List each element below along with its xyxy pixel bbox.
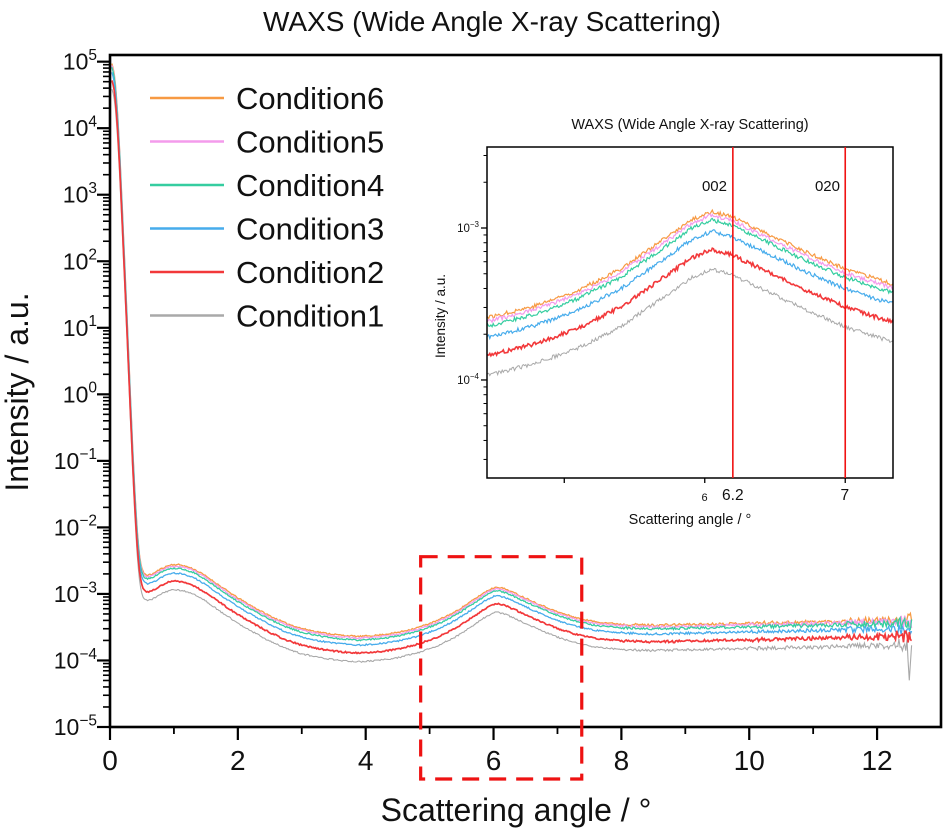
y-tick-label: 10−4 xyxy=(54,646,98,674)
ref-line-tick-label-7: 7 xyxy=(840,487,849,504)
series-curve-condition4 xyxy=(111,67,913,642)
series-curve-condition6 xyxy=(111,63,913,638)
inset-plot: 10−3 10−4 xyxy=(457,146,894,483)
x-tick-label: 10 xyxy=(734,745,765,776)
inset-y-tick-label: 10−4 xyxy=(457,372,479,387)
legend-label-condition5: Condition5 xyxy=(236,125,384,160)
x-axis-title: Scattering angle / ° xyxy=(381,792,652,828)
inset-frame xyxy=(486,146,894,479)
y-tick-label: 10−1 xyxy=(54,446,97,474)
main-series-curves xyxy=(111,63,913,681)
inset-title: WAXS (Wide Angle X-ray Scattering) xyxy=(571,117,808,133)
inset-series-curve-condition1 xyxy=(487,267,893,377)
legend: Condition6 Condition5 Condition4 Condition3… xyxy=(150,81,384,334)
y-tick-label: 104 xyxy=(63,114,98,142)
x-tick-label: 8 xyxy=(614,745,630,776)
legend-label-condition1: Condition1 xyxy=(236,299,384,334)
inset-series-curve-condition3 xyxy=(487,229,893,341)
inset-x-axis-title: Scattering angle / ° xyxy=(629,512,752,528)
main-plot-frame xyxy=(108,53,943,729)
series-curve-condition5 xyxy=(111,65,913,640)
inset-series-curve-condition2 xyxy=(487,247,893,358)
ref-line-tick-label-6-2: 6.2 xyxy=(722,487,744,504)
inset-y-axis-title: Intensity / a.u. xyxy=(433,274,448,358)
y-tick-label: 103 xyxy=(63,180,97,208)
x-tick-label: 2 xyxy=(230,745,246,776)
x-tick-label: 0 xyxy=(102,745,118,776)
peak-annotation-002: 002 xyxy=(702,178,727,195)
legend-label-condition3: Condition3 xyxy=(236,212,384,247)
inset-series-curve-condition4 xyxy=(487,217,893,328)
y-tick-label: 101 xyxy=(63,313,97,341)
x-tick-label: 4 xyxy=(358,745,374,776)
y-tick-label: 10−2 xyxy=(54,513,97,541)
inset-series-curve-condition6 xyxy=(487,208,893,320)
legend-label-condition2: Condition2 xyxy=(236,255,384,290)
inset-series-curves xyxy=(487,208,893,377)
series-curve-condition3 xyxy=(111,72,913,647)
y-axis-title: Intensity / a.u. xyxy=(0,292,35,491)
y-tick-label: 105 xyxy=(63,47,97,75)
y-tick-label: 10−3 xyxy=(54,579,97,607)
inset-y-tick-label: 10−3 xyxy=(457,220,479,235)
chart-title: WAXS (Wide Angle X-ray Scattering) xyxy=(263,6,721,37)
zoom-region-dashed-box xyxy=(419,555,584,781)
legend-label-condition4: Condition4 xyxy=(236,168,384,203)
x-tick-label: 12 xyxy=(861,745,892,776)
x-tick-label: 6 xyxy=(486,745,502,776)
inset-series-curve-condition5 xyxy=(487,213,893,324)
series-curve-condition1 xyxy=(111,88,913,681)
legend-label-condition6: Condition6 xyxy=(236,81,384,116)
series-curve-condition2 xyxy=(111,80,913,655)
inset-x-tick-label-6: 6 xyxy=(701,492,707,504)
y-tick-label: 10−5 xyxy=(54,712,97,740)
main-plot: 0 2 4 6 8 10 1210510410310210110010−110−210−31… xyxy=(54,47,943,781)
peak-annotation-020: 020 xyxy=(815,178,840,195)
inset-background xyxy=(487,147,893,478)
y-tick-label: 102 xyxy=(63,247,97,275)
y-tick-label: 100 xyxy=(63,380,98,408)
